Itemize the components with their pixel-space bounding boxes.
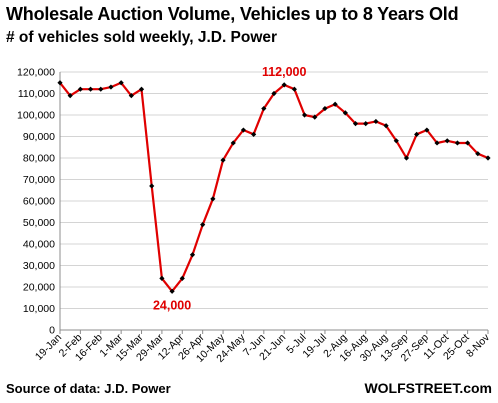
data-point (108, 84, 114, 90)
y-tick-label: 110,000 (18, 88, 55, 100)
data-point (261, 105, 267, 112)
data-point (465, 140, 471, 146)
data-point (454, 140, 461, 146)
data-point (444, 138, 450, 144)
data-point (271, 90, 277, 97)
y-tick-label: 50,000 (23, 217, 55, 229)
data-point (230, 140, 236, 146)
y-tick-label: 70,000 (23, 174, 55, 186)
y-tick-label: 40,000 (23, 239, 55, 251)
data-point (363, 121, 369, 127)
data-label: 24,000 (153, 298, 191, 312)
data-point (403, 155, 410, 161)
y-tick-label: 80,000 (23, 153, 55, 165)
data-point (383, 123, 389, 129)
data-point (240, 127, 247, 133)
data-point (485, 155, 491, 161)
y-tick-label: 60,000 (23, 196, 55, 208)
data-point (220, 157, 226, 163)
y-tick-label: 0 (49, 325, 55, 337)
data-point (149, 183, 155, 189)
data-point (200, 222, 206, 228)
data-point (281, 82, 287, 88)
data-point (332, 101, 338, 107)
data-point (414, 131, 420, 137)
data-point (210, 196, 216, 202)
data-point (475, 151, 481, 157)
x-tick-label: 8-Nov (464, 331, 493, 360)
data-point (67, 93, 73, 99)
data-point (393, 138, 399, 144)
chart-subtitle: # of vehicles sold weekly, J.D. Power (6, 29, 278, 46)
data-point (342, 110, 348, 116)
y-tick-label: 30,000 (23, 260, 55, 272)
data-point (57, 80, 63, 86)
data-point (352, 121, 359, 127)
data-point (291, 86, 297, 92)
data-point (189, 252, 196, 258)
data-point (179, 275, 185, 281)
data-point (301, 112, 308, 118)
data-point (128, 93, 134, 99)
data-point (434, 140, 440, 146)
series-line (59, 81, 489, 293)
brand-name: WOLFSTREET.com (364, 380, 492, 396)
data-point (169, 288, 175, 294)
y-tick-label: 120,000 (17, 67, 55, 79)
data-point (424, 127, 430, 133)
data-point (373, 118, 379, 125)
data-point (118, 80, 124, 86)
data-point (312, 114, 318, 120)
y-tick-label: 90,000 (23, 131, 55, 143)
y-tick-label: 100,000 (17, 110, 55, 122)
data-label: 112,000 (262, 65, 307, 79)
y-tick-label: 20,000 (23, 282, 55, 294)
data-point (251, 131, 257, 137)
chart-title: Wholesale Auction Volume, Vehicles up to… (6, 4, 459, 24)
y-tick-label: 10,000 (23, 303, 55, 315)
data-point (322, 105, 328, 112)
data-point (77, 86, 83, 92)
source-note: Source of data: J.D. Power (6, 381, 171, 396)
data-point (98, 86, 104, 92)
data-point (87, 86, 94, 92)
data-point (138, 86, 145, 92)
data-point (159, 275, 165, 281)
